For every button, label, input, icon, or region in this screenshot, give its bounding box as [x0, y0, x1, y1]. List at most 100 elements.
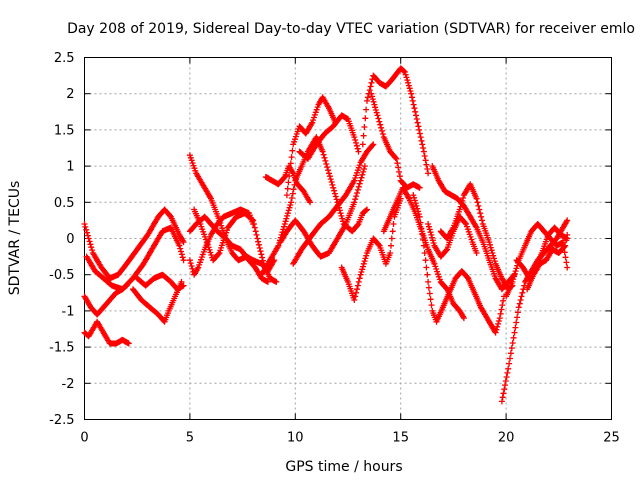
data-point: [396, 173, 403, 180]
data-point: [354, 221, 361, 228]
data-point: [178, 248, 184, 255]
data-point: [424, 271, 431, 278]
data-point: [351, 134, 358, 141]
data-point: [421, 250, 428, 256]
data-point: [513, 319, 520, 326]
data-point: [326, 170, 332, 177]
y-tick-label: 1.5: [54, 123, 75, 138]
data-point: [476, 206, 483, 213]
data-track: [81, 318, 132, 347]
data-point: [473, 250, 480, 256]
data-point: [443, 247, 450, 254]
data-point: [459, 197, 466, 204]
data-point: [502, 382, 508, 389]
data-point: [420, 236, 426, 243]
data-point: [511, 273, 517, 280]
data-point: [371, 101, 378, 108]
data-point: [284, 212, 291, 219]
data-point: [351, 199, 358, 206]
data-point: [510, 276, 517, 283]
data-point: [333, 196, 340, 203]
data-point: [358, 174, 365, 181]
data-point: [259, 257, 266, 264]
data-track: [186, 206, 257, 278]
data-point: [353, 142, 360, 149]
data-point: [289, 190, 296, 197]
data-track: [134, 271, 187, 293]
data-point: [85, 235, 92, 242]
data-point: [425, 221, 432, 227]
data-point: [388, 242, 394, 249]
data-point: [285, 179, 292, 186]
data-point: [123, 282, 130, 289]
data-point: [509, 278, 516, 285]
data-point: [259, 254, 266, 261]
data-point: [375, 241, 382, 248]
data-point: [332, 193, 339, 200]
data-point: [423, 161, 430, 168]
data-point: [287, 166, 293, 173]
data-point: [81, 221, 88, 227]
data-point: [288, 154, 295, 161]
data-point: [252, 228, 259, 235]
data-point: [395, 164, 402, 171]
data-point: [416, 184, 423, 191]
data-point: [505, 365, 512, 372]
data-point: [510, 334, 517, 341]
data-point: [87, 241, 94, 248]
data-point: [405, 82, 412, 89]
x-tick-label: 5: [186, 431, 194, 446]
data-point: [319, 148, 326, 155]
data-point: [511, 270, 518, 277]
data-point: [255, 241, 262, 248]
data-point: [401, 69, 408, 75]
data-point: [356, 180, 363, 187]
data-point: [287, 202, 294, 208]
data-point: [496, 315, 503, 322]
data-point: [473, 195, 480, 202]
data-point: [379, 131, 386, 137]
data-point: [477, 210, 484, 217]
data-point: [331, 187, 338, 194]
data-point: [289, 147, 296, 154]
data-point: [362, 115, 369, 122]
y-tick-label: -2.5: [49, 413, 74, 428]
data-point: [354, 186, 361, 193]
data-point: [353, 289, 360, 296]
data-point: [488, 247, 495, 254]
data-point: [419, 231, 426, 238]
data-point: [253, 231, 260, 238]
data-point: [425, 223, 432, 230]
data-point: [359, 171, 366, 178]
data-point: [188, 263, 195, 269]
x-tick-label: 20: [498, 431, 515, 446]
data-point: [419, 141, 426, 148]
data-point: [491, 258, 498, 265]
data-point: [378, 124, 385, 131]
data-point: [516, 300, 523, 307]
data-point: [176, 242, 183, 249]
y-tick-label: 1: [66, 160, 74, 175]
data-track: [81, 282, 130, 318]
data-point: [495, 318, 502, 324]
data-point: [486, 239, 493, 246]
data-point: [360, 260, 367, 267]
data-point: [358, 269, 365, 275]
data-point: [499, 302, 506, 309]
data-point: [281, 221, 288, 227]
x-tick-label: 0: [80, 431, 88, 446]
data-point: [456, 206, 463, 213]
data-point: [215, 250, 222, 257]
data-point: [405, 79, 412, 86]
data-point: [418, 137, 425, 144]
data-point: [460, 315, 467, 322]
data-point: [361, 124, 368, 130]
data-point: [428, 231, 435, 238]
data-point: [562, 254, 569, 261]
data-track: [429, 163, 518, 293]
data-point: [375, 115, 382, 122]
data-point: [355, 148, 362, 155]
data-point: [562, 242, 569, 249]
data-point: [83, 226, 90, 233]
data-track: [191, 206, 280, 285]
